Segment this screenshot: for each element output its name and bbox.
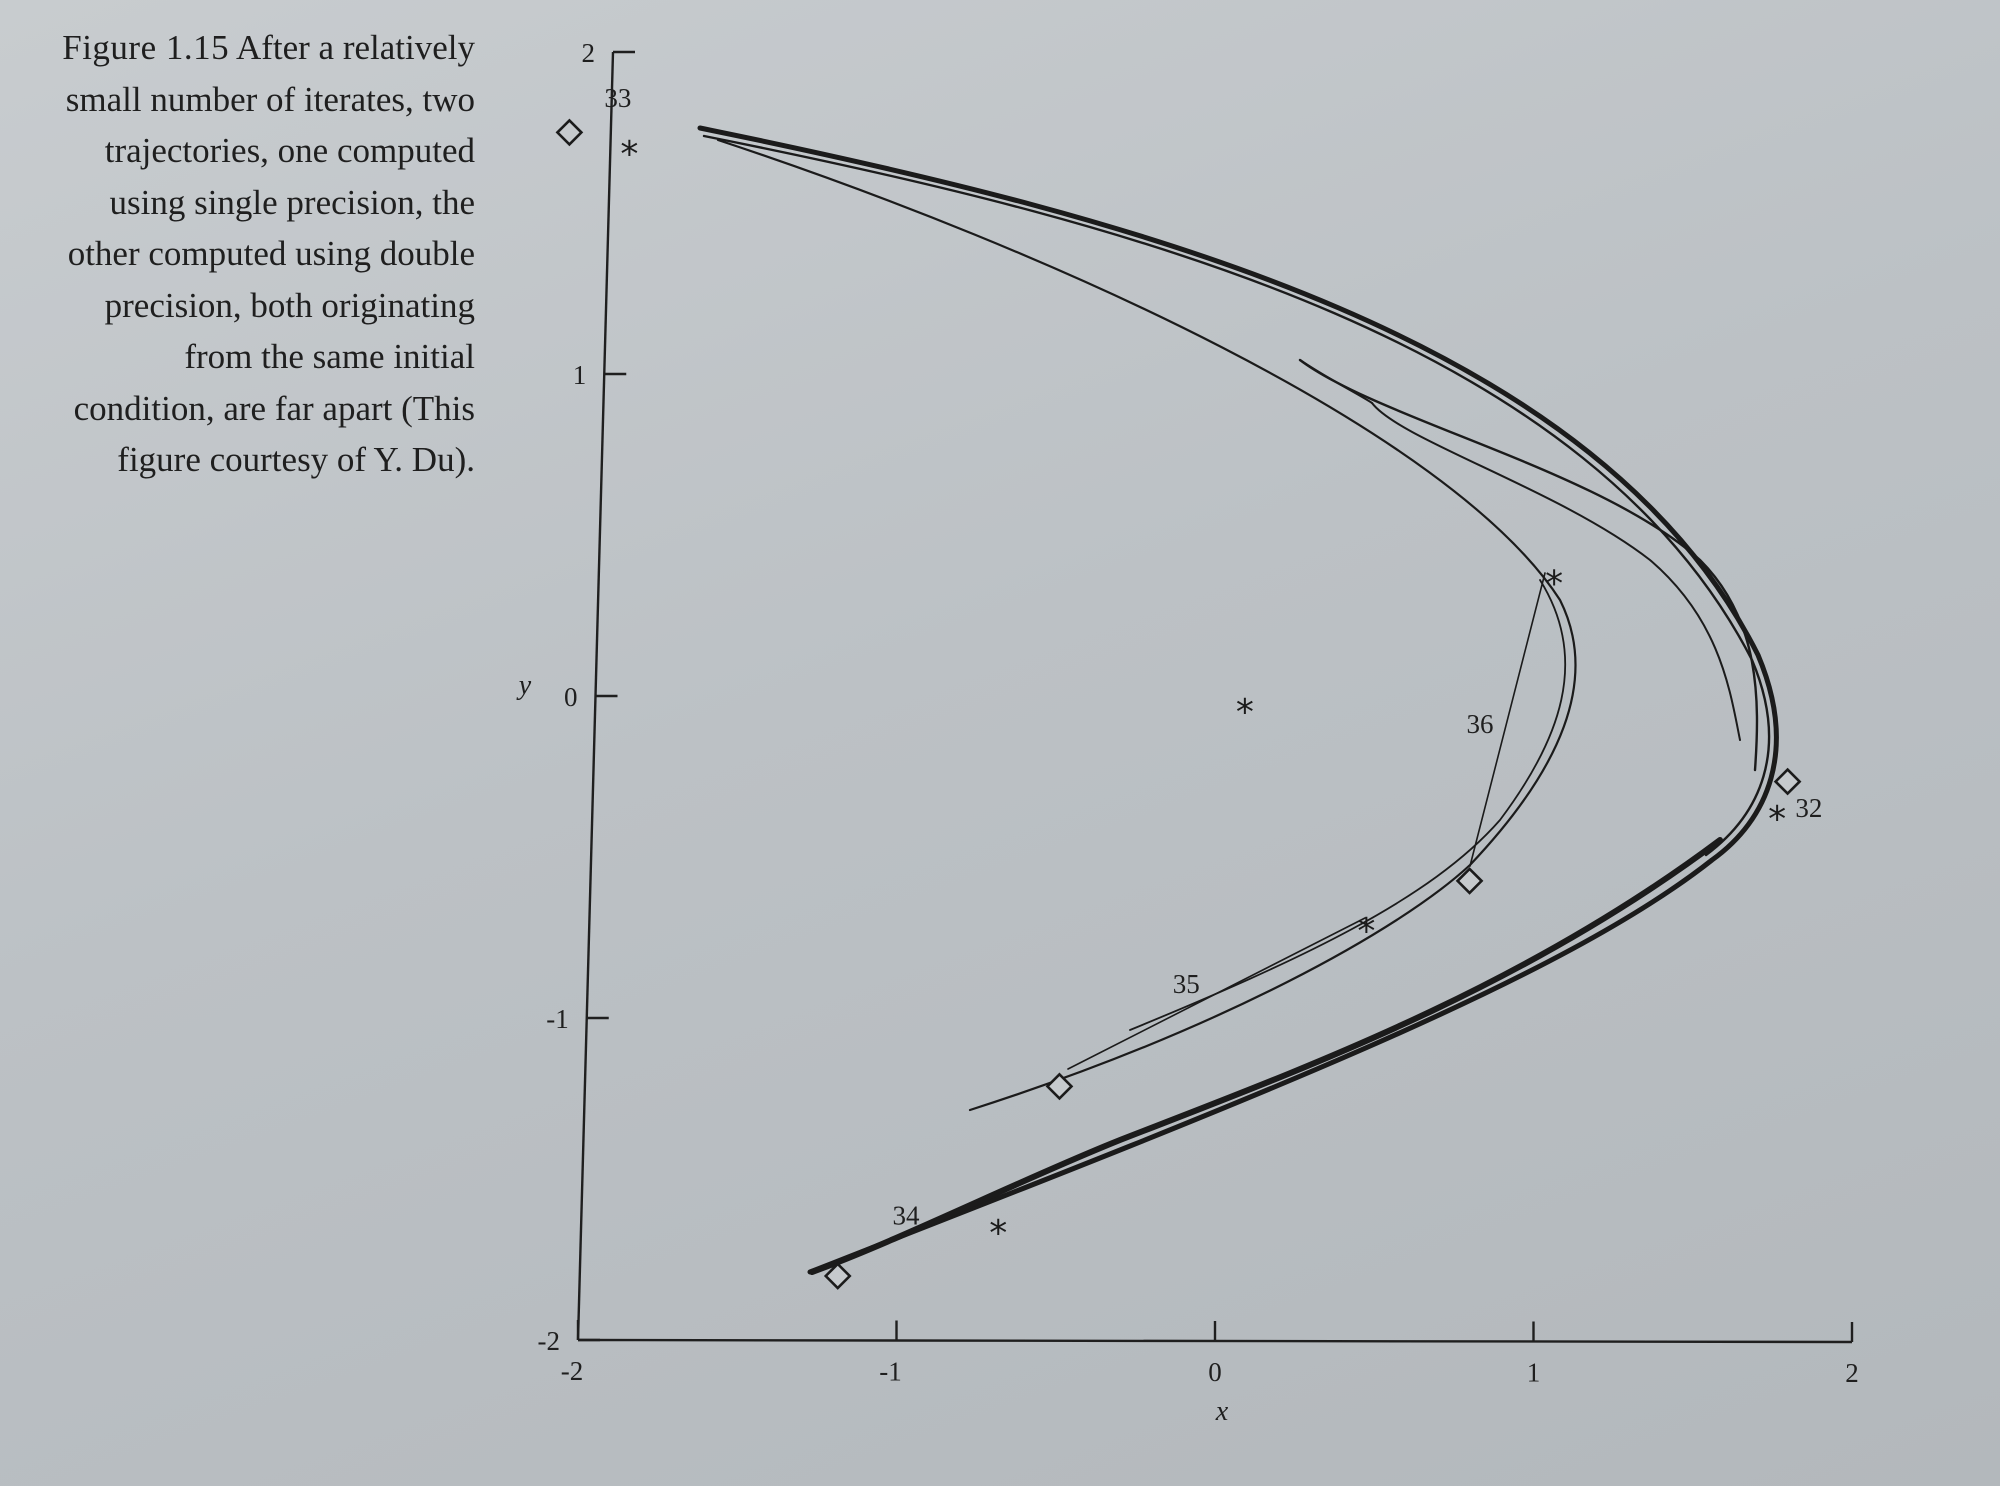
diamond-marker [1455,867,1484,895]
trajectory-inner-lobe-2 [1129,579,1567,1031]
y-tick-label: -1 [546,1004,569,1034]
y-tick-label: 0 [564,682,578,712]
asterisk-marker: * [1236,692,1254,733]
iterate-label-36: 36 [1466,709,1493,739]
iterate-label-33: 33 [604,83,631,113]
iterate-label-32: 32 [1795,793,1822,823]
x-tick-label: 0 [1208,1357,1222,1387]
chord-36 [1469,572,1546,867]
diamond-marker [1773,767,1802,796]
x-tick-label: -1 [879,1357,902,1387]
y-tick-label: 1 [573,360,587,390]
asterisk-marker: * [1545,564,1563,605]
y-tick-label: 2 [582,38,596,68]
y-tick-label: -2 [538,1326,561,1356]
trajectory-inner-lobe [716,138,1577,1112]
trajectory-outer-band [697,125,1779,1275]
diamond-marker [1045,1072,1074,1101]
x-axis-label: x [1215,1396,1229,1427]
iterate-label-35: 35 [1173,969,1200,999]
x-tick-label: 1 [1527,1358,1541,1388]
trajectory-middle-fold [1299,359,1373,404]
trajectory-markers: * * * * * * [555,118,1802,1290]
figure-number: Figure 1.15 [62,28,230,67]
trajectory-lower-thick [809,837,1723,1275]
trajectory-curves [697,125,1779,1275]
trajectory-middle-lobe-2 [1371,402,1741,741]
x-tick-label: -2 [561,1356,584,1386]
asterisk-marker: * [1357,911,1375,952]
asterisk-marker: * [1768,799,1786,840]
axes [576,51,1853,1344]
diamond-marker [555,118,584,147]
caption-text: After a relatively small number of itera… [65,28,475,479]
figure-caption: Figure 1.15 After a relatively small num… [60,22,475,486]
asterisk-marker: * [620,134,638,175]
y-axis-label: y [516,670,532,701]
trajectory-middle-lobe [1298,358,1759,772]
iterate-label-34: 34 [893,1201,921,1231]
x-tick-label: 2 [1845,1358,1859,1388]
diamond-marker [823,1262,852,1290]
asterisk-marker: * [989,1213,1007,1254]
iterate-annotations: 32 33 34 35 36 [604,83,1822,1231]
axis-ticks: -2 -1 0 1 2 -2 -1 0 1 2 [538,38,1859,1388]
chord-35 [1067,917,1366,1070]
trajectory-outer-band-2 [702,134,1771,857]
